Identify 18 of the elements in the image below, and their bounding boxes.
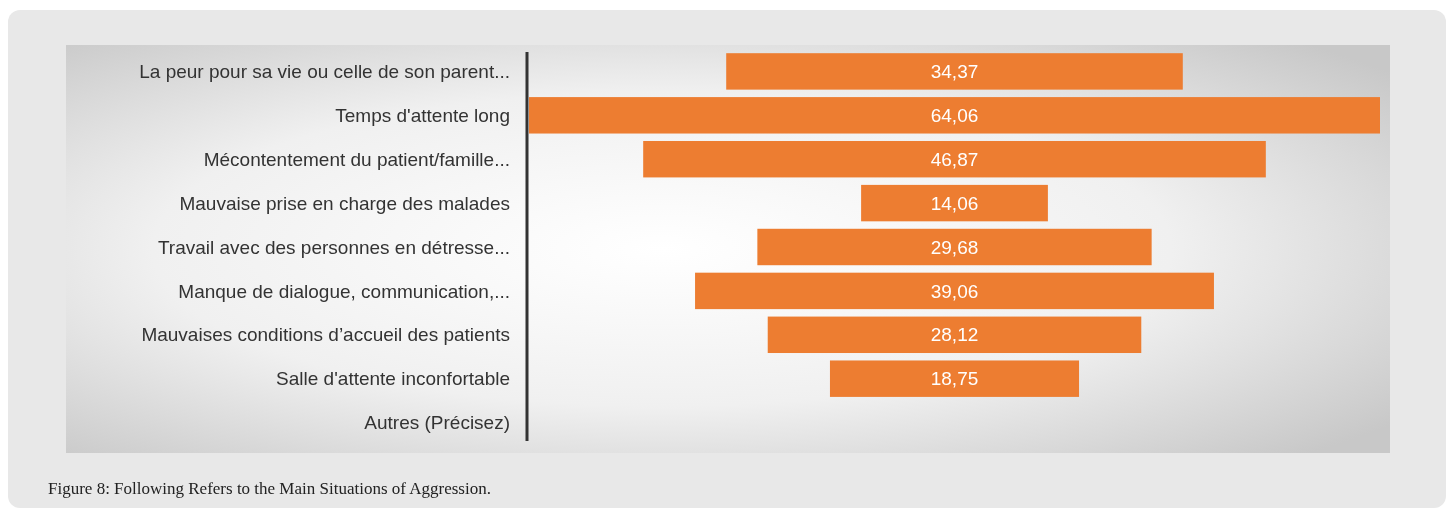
data-label: 34,37 bbox=[930, 61, 979, 83]
caption: Figure 8: Following Refers to the Main Situations of Aggression. bbox=[48, 479, 491, 498]
category-label: Mauvaises conditions d’accueil des patients bbox=[141, 324, 510, 346]
category-label: Manque de dialogue, communication,... bbox=[178, 280, 510, 302]
data-label: 46,87 bbox=[930, 148, 979, 170]
data-label: 18,75 bbox=[930, 368, 979, 390]
category-label: Mauvaise prise en charge des malades bbox=[179, 192, 510, 214]
data-label: 39,06 bbox=[930, 280, 979, 302]
data-label: 29,68 bbox=[930, 236, 979, 258]
category-label: Mécontentement du patient/famille... bbox=[203, 148, 510, 170]
data-label: 28,12 bbox=[930, 324, 979, 346]
category-label: Temps d'attente long bbox=[335, 104, 510, 126]
data-label: 64,06 bbox=[930, 104, 979, 126]
category-label: La peur pour sa vie ou celle de son parent... bbox=[139, 61, 510, 83]
category-label: Autres (Précisez) bbox=[364, 412, 510, 434]
category-label: Travail avec des personnes en détresse... bbox=[157, 236, 510, 258]
data-label: 14,06 bbox=[930, 192, 979, 214]
category-label: Salle d'attente inconfortable bbox=[276, 368, 510, 390]
